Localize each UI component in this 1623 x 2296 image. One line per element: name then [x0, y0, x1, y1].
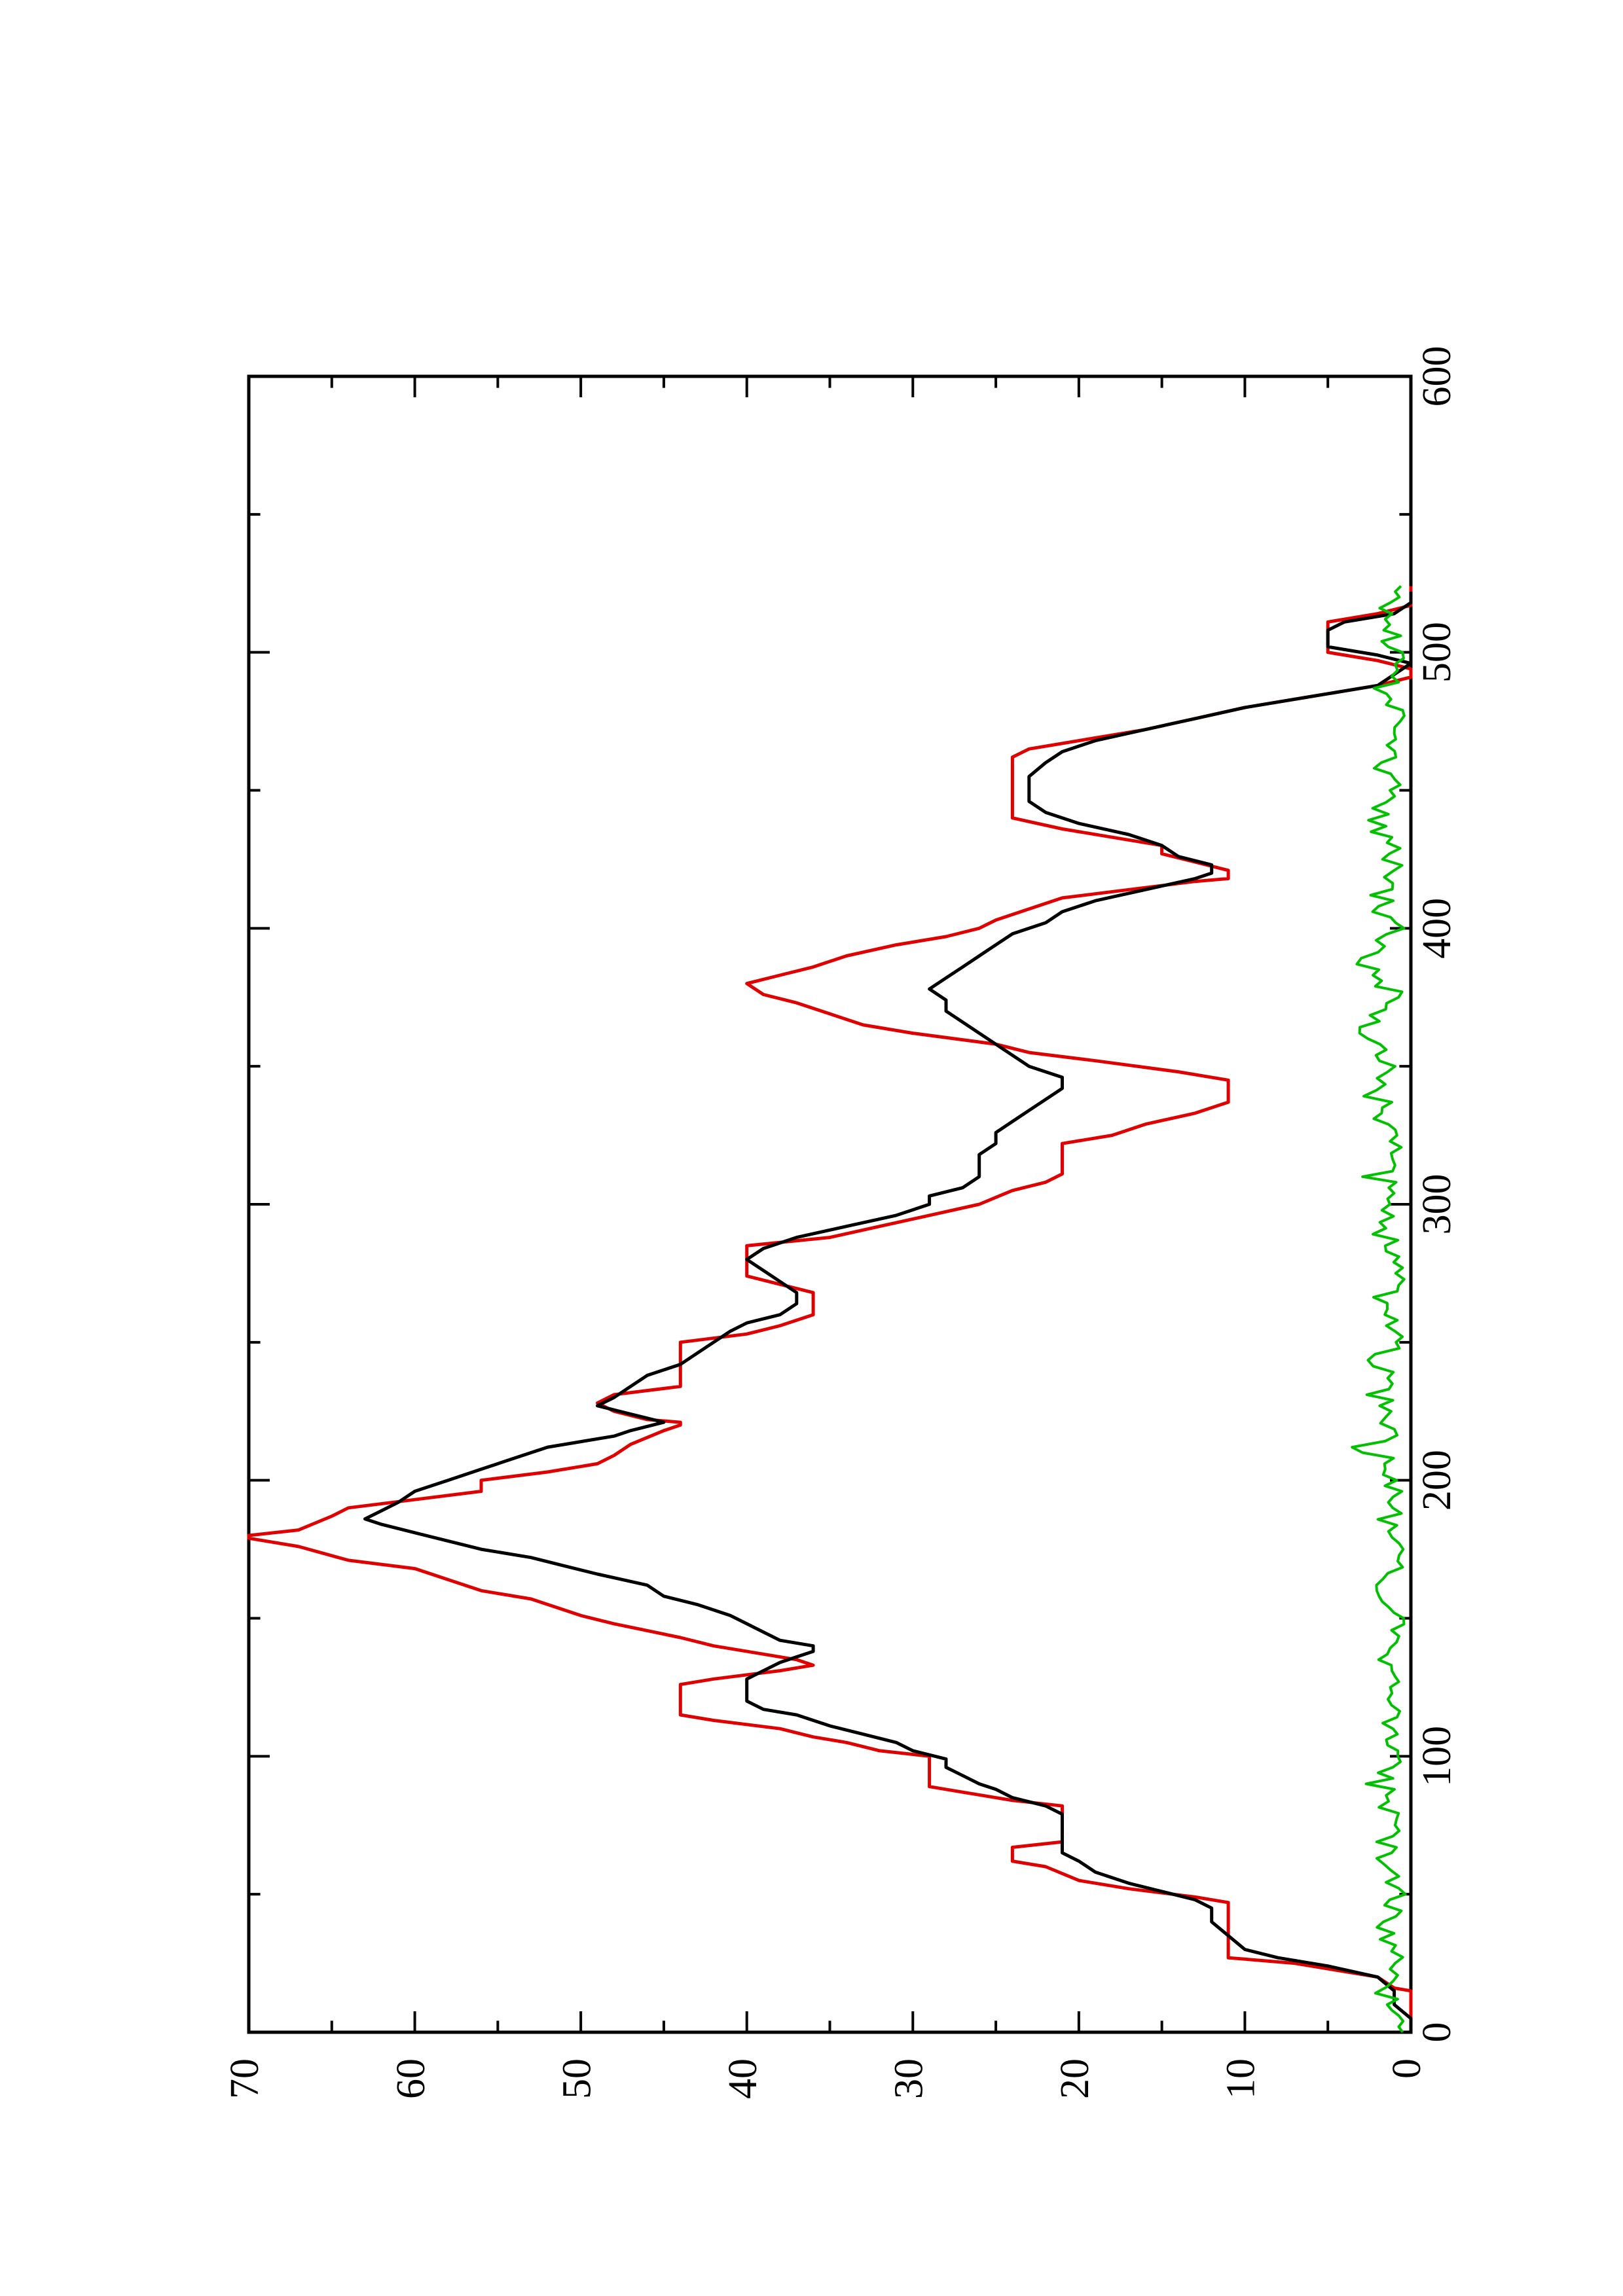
x-tick-label: 0	[1415, 2022, 1459, 2043]
y-tick-label: 20	[1053, 2058, 1097, 2099]
y-tick-label: 40	[721, 2058, 765, 2099]
x-tick-label: 600	[1415, 346, 1459, 407]
plot-frame	[247, 374, 1413, 2034]
y-tick-label: 30	[887, 2058, 932, 2099]
series-line-1	[247, 586, 1413, 2032]
y-tick-label: 50	[555, 2058, 599, 2099]
series-group	[247, 585, 1413, 2034]
x-tick-label: 300	[1415, 1174, 1459, 1235]
y-tick-label: 60	[389, 2058, 433, 2099]
y-tick-label: 70	[223, 2058, 267, 2099]
x-tick-label: 500	[1415, 622, 1459, 683]
x-tick-label: 100	[1415, 1726, 1459, 1787]
x-tick-labels: 0 100 200 300 400 500 600	[1415, 346, 1459, 2043]
series-line-2	[363, 591, 1413, 2032]
axis-ticks	[247, 375, 1412, 2034]
x-tick-label: 200	[1415, 1450, 1459, 1511]
y-tick-label: 10	[1219, 2058, 1264, 2099]
series-line-3	[1351, 585, 1407, 2034]
x-tick-label: 400	[1415, 898, 1459, 959]
y-tick-label: 0	[1385, 2058, 1429, 2079]
y-tick-labels: 0 10 20 30 40 50 60 70	[223, 2058, 1429, 2099]
